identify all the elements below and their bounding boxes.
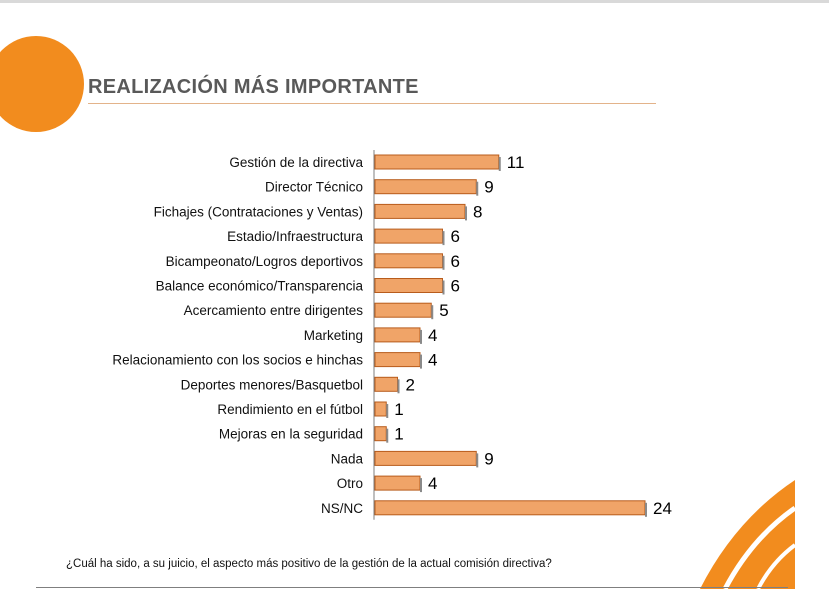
orange-corner-decoration: [700, 480, 795, 589]
category-label: NS/NC: [321, 501, 363, 516]
bar-shadow: [420, 354, 422, 369]
bar: [374, 302, 432, 318]
bar: [374, 352, 421, 368]
bar-shadow: [442, 255, 445, 270]
bar-shadow: [476, 453, 479, 468]
bar: [374, 401, 387, 417]
bar-shadow: [420, 478, 422, 493]
bar: [374, 475, 421, 491]
value-label: 6: [451, 277, 460, 296]
white-swoosh-decoration-2: [756, 543, 797, 590]
bar-shadow: [397, 379, 400, 394]
value-label: 5: [439, 301, 448, 320]
bar: [374, 228, 443, 244]
bar: [374, 376, 398, 392]
category-label: Mejoras en la seguridad: [219, 427, 363, 442]
value-label: 9: [484, 178, 493, 197]
category-label: Nada: [331, 451, 364, 466]
bar-shadow: [431, 305, 434, 320]
bar-shadow: [476, 181, 479, 196]
category-label: Balance económico/Transparencia: [156, 279, 364, 294]
bar: [374, 203, 466, 219]
bar-shadow: [442, 231, 445, 246]
value-label: 6: [451, 252, 460, 271]
category-label: Relacionamiento con los socios e hinchas: [112, 353, 363, 368]
category-label: Estadio/Infraestructura: [227, 229, 363, 244]
bar: [374, 179, 477, 195]
category-label: Fichajes (Contrataciones y Ventas): [154, 204, 363, 219]
white-swoosh-decoration: [722, 505, 797, 591]
bar-shadow: [420, 329, 422, 344]
category-label: Marketing: [304, 328, 363, 343]
value-label: 4: [428, 326, 437, 345]
value-label: 9: [484, 449, 493, 468]
bottom-border: [36, 587, 788, 588]
value-label: 1: [394, 425, 403, 444]
value-label: 6: [451, 227, 460, 246]
value-label: 1: [394, 400, 403, 419]
category-label: Acercamiento entre dirigentes: [184, 303, 364, 318]
value-label: 11: [507, 153, 525, 172]
category-label: Otro: [337, 476, 363, 491]
bar-shadow: [442, 280, 445, 295]
bar-shadow: [498, 157, 501, 171]
value-label: 2: [406, 375, 415, 394]
bar-shadow: [645, 502, 647, 517]
value-label: 4: [428, 474, 437, 493]
category-label: Deportes menores/Basquetbol: [181, 377, 363, 392]
value-label: 4: [428, 351, 437, 370]
bar: [374, 154, 500, 170]
bar-shadow: [386, 428, 389, 443]
category-label: Bicampeonato/Logros deportivos: [166, 254, 364, 269]
bar: [374, 450, 477, 466]
category-label: Gestión de la directiva: [229, 155, 363, 170]
bar: [374, 253, 443, 269]
bar: [374, 327, 421, 343]
bar-shadow: [386, 404, 389, 418]
bar-shadow: [465, 206, 467, 221]
bar: [374, 278, 443, 293]
value-label: 8: [473, 202, 482, 221]
orange-circle-decoration: [0, 36, 84, 132]
top-border: [0, 0, 829, 3]
category-label: Director Técnico: [265, 180, 363, 195]
page-title: REALIZACIÓN MÁS IMPORTANTE: [88, 76, 419, 98]
survey-question: ¿Cuál ha sido, a su juicio, el aspecto m…: [66, 558, 552, 570]
value-label: 24: [653, 499, 672, 518]
bar: [374, 500, 646, 516]
bar: [374, 426, 387, 442]
title-underline: [88, 103, 656, 104]
category-label: Rendimiento en el fútbol: [217, 402, 363, 417]
